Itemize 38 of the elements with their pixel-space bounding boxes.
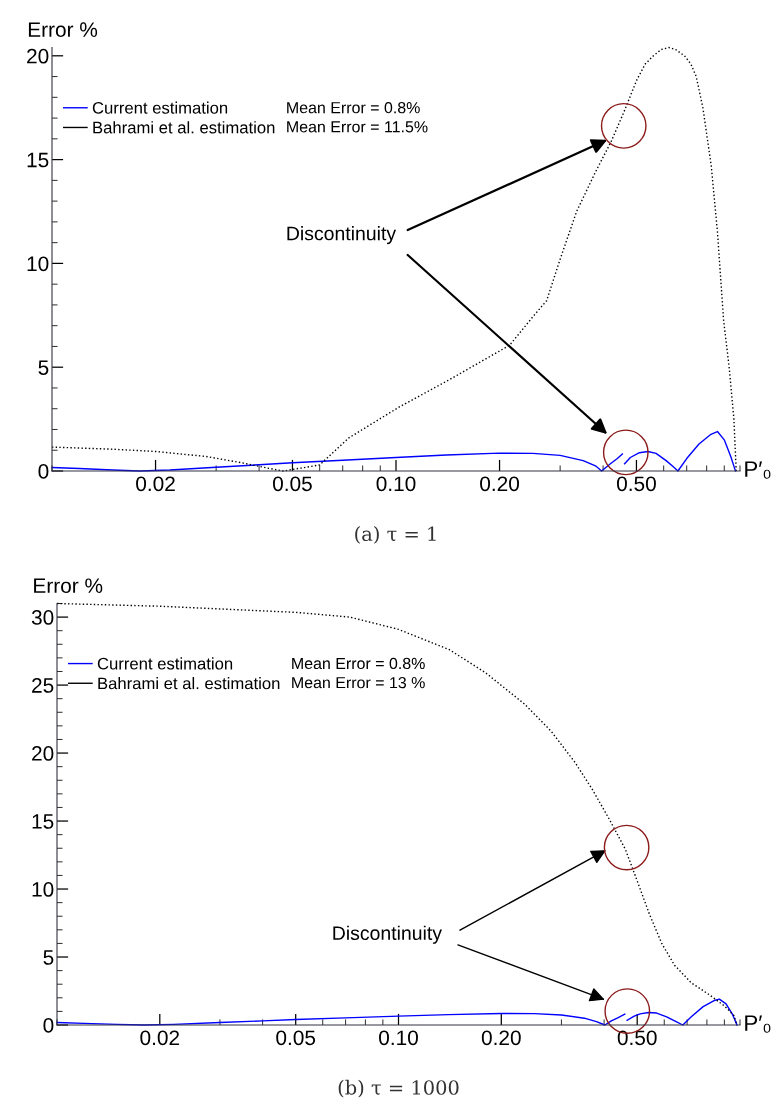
x-tick-label: 0.20	[480, 476, 520, 492]
legend-label: Bahrami et al. estimation	[98, 677, 280, 690]
annotation: Mean Error = 0.8%	[287, 101, 420, 114]
x-tick-label: 0.02	[136, 476, 175, 492]
x-axis-title: P′₀	[745, 461, 771, 479]
text: (b) τ = 1000	[338, 1079, 459, 1098]
y-tick-label: 20	[32, 746, 54, 761]
x-tick-label: 0.10	[379, 1030, 418, 1046]
y-tick-label: 30	[31, 610, 54, 625]
y-tick-label: 5	[38, 360, 49, 375]
annotation: Discontinuity	[333, 925, 442, 944]
legend-label: Current estimation	[97, 657, 233, 670]
annotation: Mean Error = 13 %	[292, 676, 425, 689]
x-tick-label: 0.50	[616, 476, 656, 492]
y-tick-label: 20	[27, 48, 49, 64]
y-tick-label: 15	[32, 814, 54, 829]
x-tick-label: 0.05	[276, 1030, 316, 1046]
y-tick-label: 10	[32, 882, 54, 897]
annotation: Discontinuity	[287, 226, 397, 245]
legend-label: Current estimation	[92, 101, 228, 114]
x-tick-label: 0.50	[617, 1030, 657, 1046]
annotation: Mean Error = 0.8%	[292, 657, 425, 670]
y-tick-label: 25	[32, 678, 54, 693]
x-tick-label: 0.05	[272, 476, 312, 492]
x-tick-label: 0.10	[376, 476, 416, 492]
y-tick-label: 0	[43, 1018, 54, 1033]
y-tick-label: 10	[27, 256, 49, 272]
y-tick-label: 5	[43, 950, 54, 965]
x-tick-label: 0.20	[481, 1030, 521, 1046]
annotation: Mean Error = 11.5%	[287, 121, 428, 133]
y-axis-title: Error %	[28, 22, 98, 38]
x-tick-label: 0.02	[140, 1030, 180, 1046]
y-axis-title: Error %	[34, 578, 103, 594]
x-axis-title: P′₀	[745, 1015, 771, 1033]
legend-label: Bahrami et al. estimation	[93, 121, 275, 134]
y-tick-label: 15	[27, 152, 49, 168]
y-tick-label: 0	[38, 464, 49, 479]
text: (a) τ = 1	[355, 526, 436, 544]
